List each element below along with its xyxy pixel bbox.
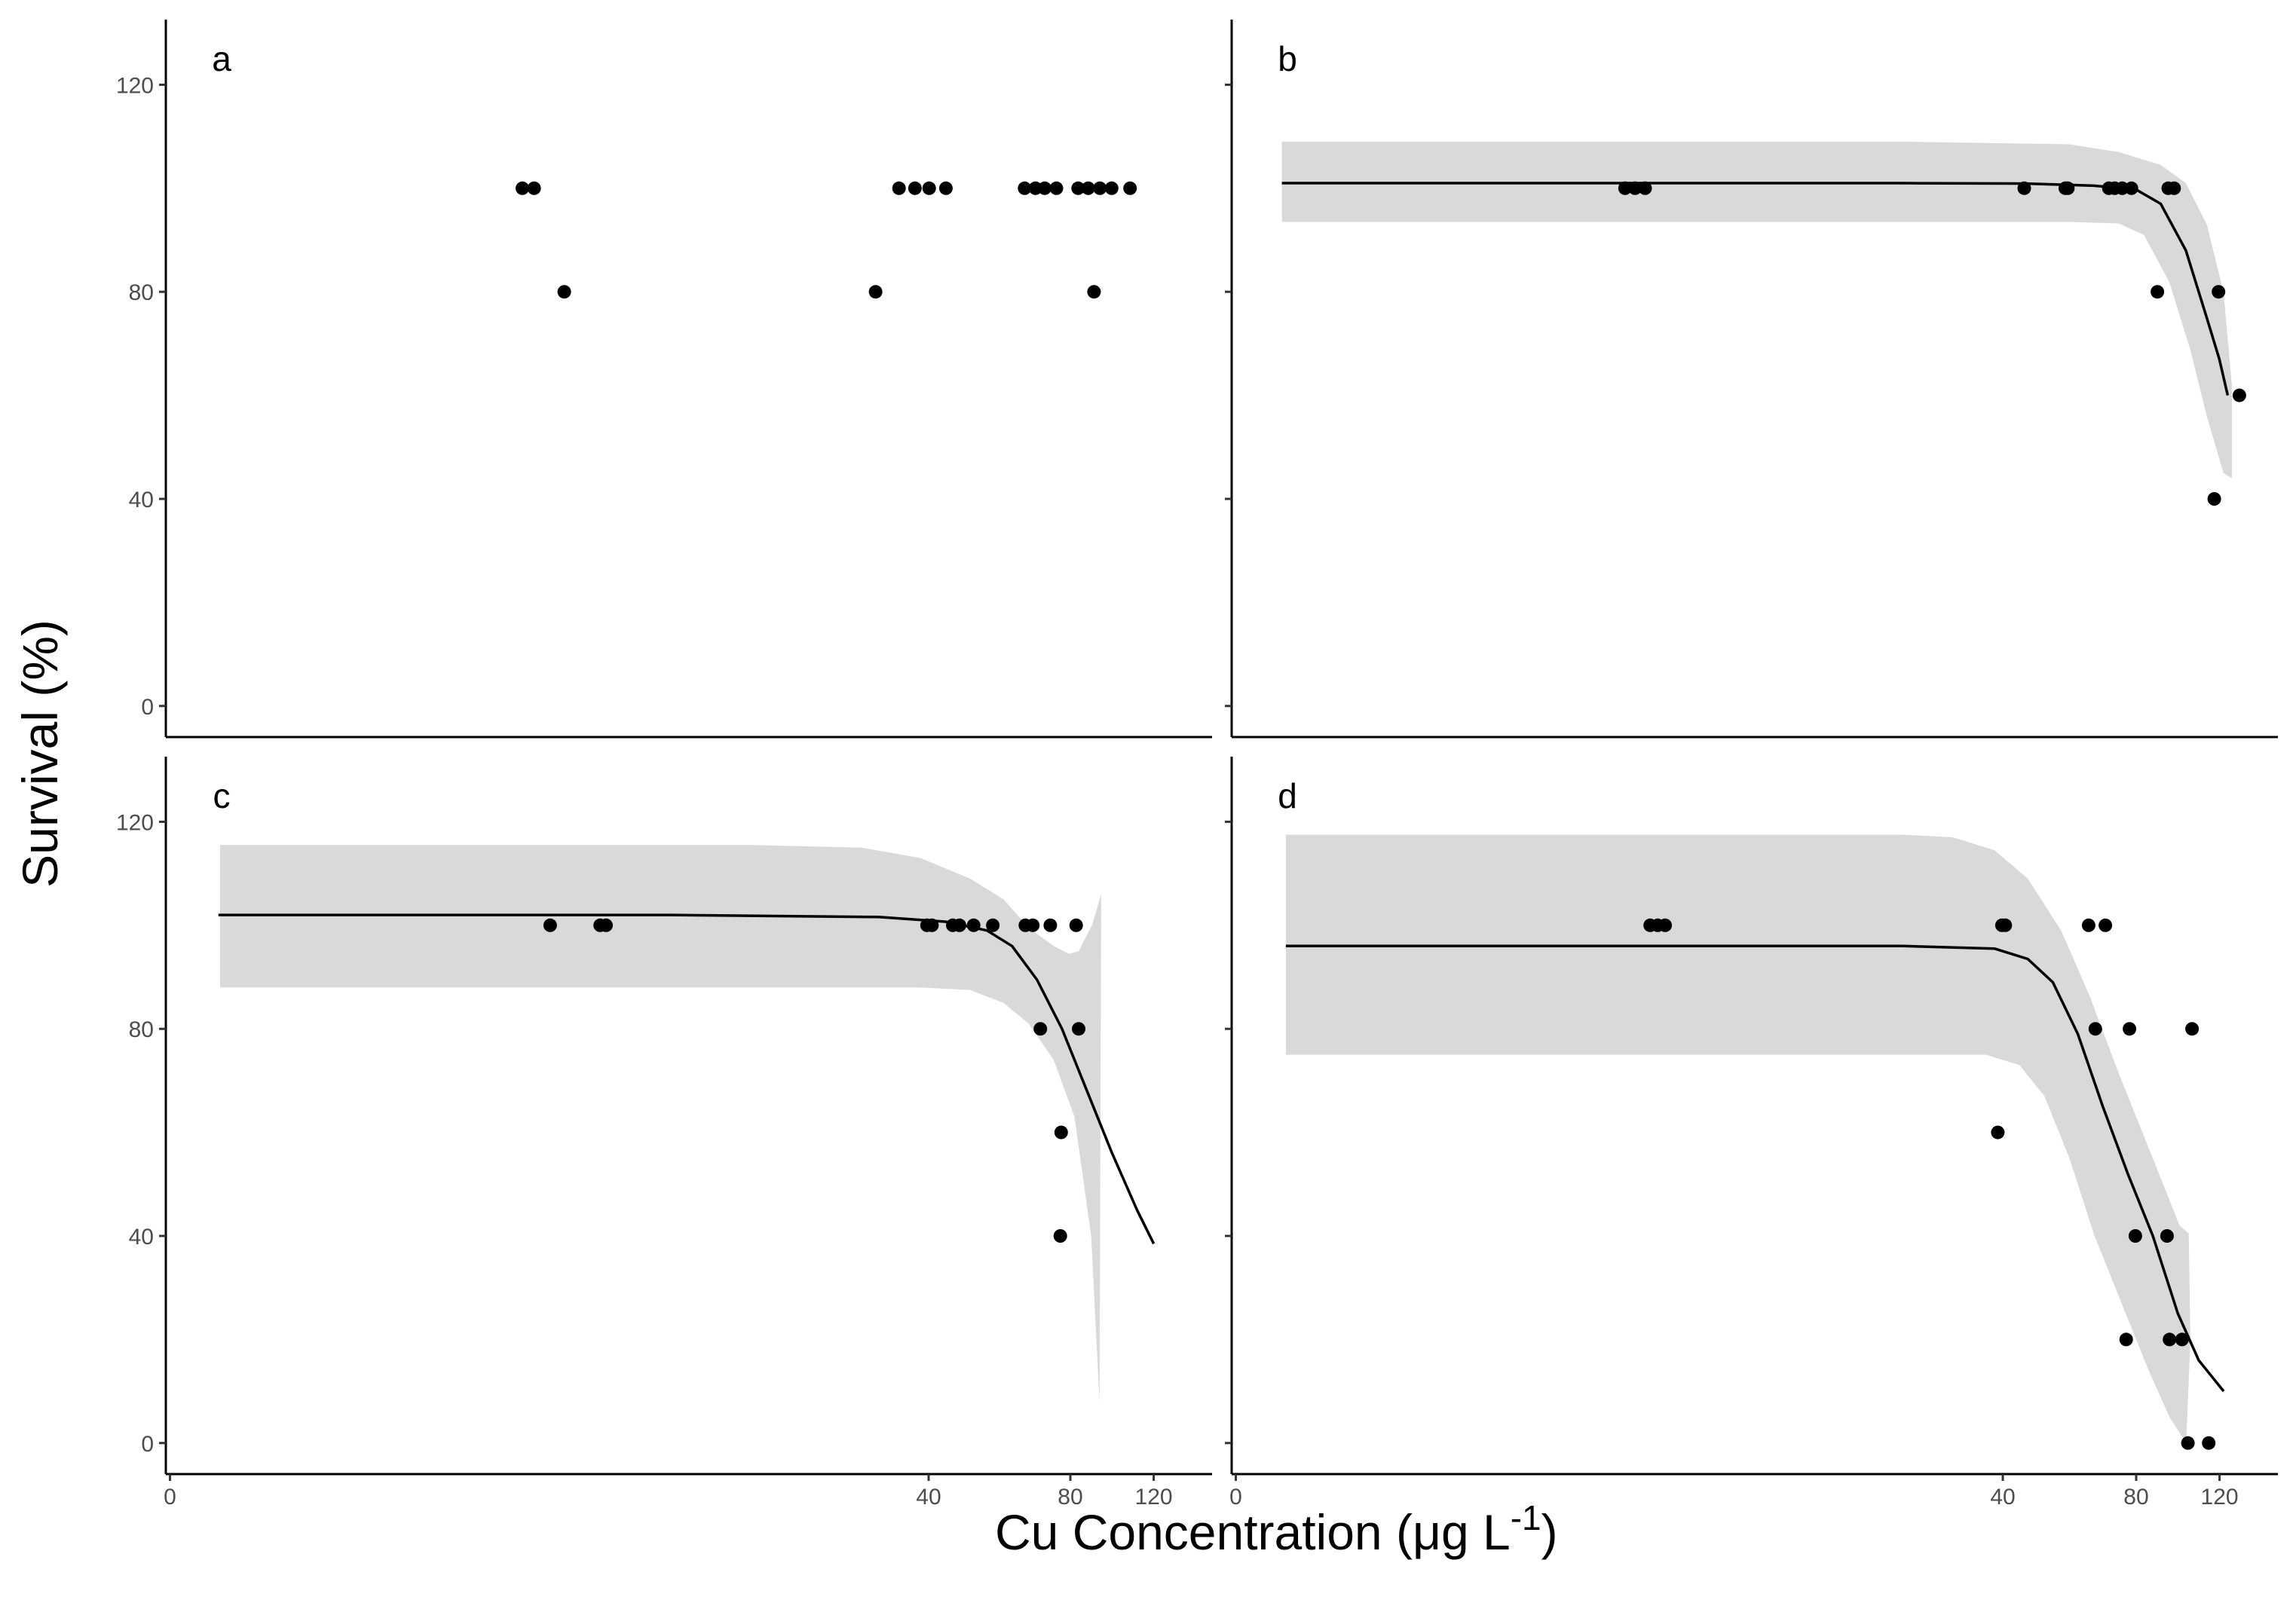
data-point-b-12 [2167,181,2181,195]
data-point-a-14 [1087,285,1101,299]
x-tick-label-d-0: 0 [1229,1485,1242,1510]
data-point-d-5 [1998,918,2013,932]
y-axis-title: Survival (%) [12,619,68,888]
x-axis-title-superscript: -1 [1511,1498,1541,1537]
data-point-d-2 [1658,918,1673,932]
x-tick-label-d-1: 40 [1990,1485,2015,1510]
panel-b: b [1225,20,2278,739]
panels: 0 40 80 120 a b 0 40 80 120 0 40 80 120 c 0 40 80 120 d [116,20,2278,1510]
panel-d: 0 40 80 120 d [1225,757,2278,1510]
data-point-c-16 [1072,1022,1085,1036]
data-point-d-14 [2175,1332,2189,1347]
data-point-c-6 [952,918,966,932]
data-point-b-13 [2207,492,2221,506]
data-point-d-6 [2081,918,2095,932]
panel-label-a: a [212,39,231,78]
x-tick-label-c-0: 0 [164,1485,176,1510]
data-point-d-10 [2123,1022,2137,1036]
data-point-d-13 [2163,1332,2177,1347]
panel-a: 0 40 80 120 a [116,20,1212,739]
data-point-b-9 [2124,181,2138,195]
data-point-b-2 [1638,181,1652,195]
data-point-c-0 [543,918,557,932]
data-point-c-12 [1043,918,1058,932]
data-point-a-16 [1104,181,1119,195]
data-point-d-7 [2088,1022,2102,1036]
data-point-c-7 [966,918,981,932]
data-point-c-2 [599,918,613,932]
y-tick-label-a-3: 120 [116,73,154,98]
confidence-band-d [1285,834,2190,1443]
x-tick-label-d-2: 80 [2123,1485,2148,1510]
data-point-c-8 [986,918,1000,932]
data-point-a-10 [1037,181,1052,195]
data-point-b-0 [1618,181,1632,195]
data-point-a-12 [1071,181,1085,195]
data-point-d-12 [2160,1229,2174,1243]
x-tick-label-c-3: 120 [1135,1485,1173,1510]
data-point-a-3 [868,285,883,299]
panel-c: 0 40 80 120 0 40 80 120 c [116,757,1212,1510]
data-point-a-7 [938,181,953,195]
data-point-c-15 [1069,918,1083,932]
data-point-c-14 [1054,1125,1068,1139]
y-tick-label-a-1: 40 [129,488,154,512]
data-point-d-11 [2128,1229,2142,1243]
y-tick-label-c-2: 80 [129,1017,154,1042]
data-point-a-0 [516,181,529,195]
panel-label-d: d [1278,776,1297,815]
x-tick-label-d-3: 120 [2201,1485,2239,1510]
data-point-c-4 [925,918,939,932]
y-tick-label-c-1: 40 [129,1225,154,1250]
x-axis-title-main: Cu Concentration (μg L [995,1504,1511,1560]
data-point-a-15 [1093,181,1107,195]
y-tick-label-a-0: 0 [141,695,154,720]
y-tick-label-a-2: 80 [129,280,154,305]
fit-curve-d [1285,944,2225,1393]
data-point-b-1 [1628,181,1642,195]
data-point-a-2 [557,285,571,299]
data-point-b-3 [2017,181,2031,195]
panel-label-b: b [1278,39,1297,78]
data-point-b-15 [2232,388,2246,402]
data-point-d-16 [2185,1022,2200,1036]
data-point-d-9 [2119,1332,2133,1347]
data-point-d-3 [1991,1125,2005,1139]
x-axis-title-close: ) [1541,1504,1558,1560]
x-tick-label-c-2: 80 [1058,1485,1082,1510]
data-point-d-8 [2099,918,2113,932]
data-point-b-10 [2151,285,2165,299]
panel-label-c: c [213,776,231,815]
data-point-a-6 [922,181,936,195]
data-point-a-4 [892,181,906,195]
data-point-a-11 [1049,181,1064,195]
confidence-band-c [219,845,1101,1402]
data-point-d-17 [2202,1436,2216,1450]
data-point-a-13 [1081,181,1095,195]
y-tick-label-c-3: 120 [116,810,154,835]
fit-curve-c [218,913,1156,1245]
data-point-c-13 [1053,1229,1067,1243]
x-axis-title: Cu Concentration (μg L-1) [995,1498,1558,1560]
data-point-c-10 [1026,918,1040,932]
confidence-band-b [1281,142,2232,479]
data-point-a-5 [908,181,922,195]
data-point-b-5 [2061,181,2075,195]
data-point-a-1 [527,181,541,195]
data-point-c-11 [1033,1022,1048,1036]
data-point-a-17 [1123,181,1137,195]
y-tick-label-c-0: 0 [141,1432,154,1457]
x-tick-label-c-1: 40 [916,1485,941,1510]
data-point-d-15 [2181,1436,2195,1450]
data-point-b-14 [2212,285,2226,299]
data-point-a-8 [1018,181,1032,195]
